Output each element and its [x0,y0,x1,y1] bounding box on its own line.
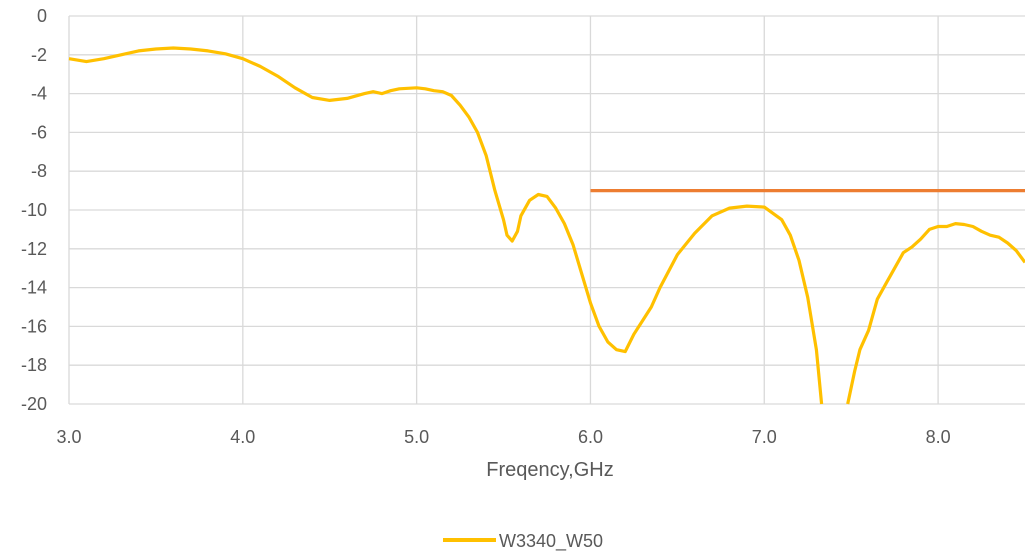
x-tick-label: 5.0 [404,427,429,447]
x-tick-label: 3.0 [56,427,81,447]
x-tick-label: 4.0 [230,427,255,447]
y-tick-label: -12 [21,239,47,259]
legend: W3340_W50 [443,531,603,552]
series-line-0 [68,46,824,405]
legend-label-w3340-w50: W3340_W50 [499,531,603,552]
series-line-1 [846,222,1025,405]
y-tick-label: -18 [21,355,47,375]
y-tick-label: -8 [31,161,47,181]
y-tick-label: -2 [31,45,47,65]
y-tick-label: -10 [21,200,47,220]
y-tick-label: -4 [31,84,47,104]
y-tick-label: -20 [21,394,47,414]
x-tick-labels: 3.0 4.0 5.0 6.0 7.0 8.0 [56,427,950,447]
y-tick-label: -6 [31,122,47,142]
y-tick-labels: 0 -2 -4 -6 -8 -10 -12 -14 -16 -18 -20 [21,6,47,414]
x-tick-label: 6.0 [578,427,603,447]
y-tick-label: -16 [21,316,47,336]
y-tick-label: 0 [37,6,47,26]
y-tick-label: -14 [21,278,47,298]
x-tick-label: 7.0 [752,427,777,447]
x-axis-title: Freqency,GHz [486,459,613,481]
series-lines [68,46,1025,405]
x-tick-label: 8.0 [926,427,951,447]
grid-lines [68,15,1025,405]
